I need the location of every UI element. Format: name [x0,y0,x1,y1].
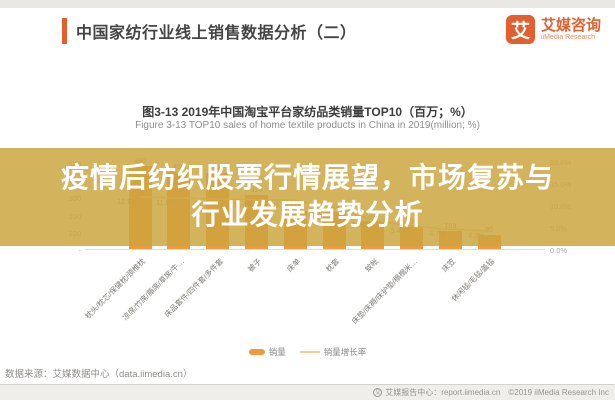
accent-bar [62,18,67,44]
data-source-note: 数据来源：艾媒数据中心（data.iimedia.cn） [5,369,193,380]
page-title: 中国家纺行业线上销售数据分析（二） [76,25,357,42]
chart-legend: 销量 销量增长率 [0,346,615,358]
legend-label-sales: 销量 [268,347,286,357]
headline-line1: 疫情后纺织股票行情展望，市场复苏与 [60,162,554,194]
report-header: 中国家纺行业线上销售数据分析（二） [62,16,357,46]
footer-bar: 艾 艾媒报告中心：report.iimedia.cn ©2019 iiMedia… [0,384,615,400]
category-label-7: 床垫/床褥/床护垫/榻榻米… [349,256,419,326]
category-label-0: 枕头/枕芯/保健枕/颈椎枕 [83,256,148,321]
iimedia-logo-icon: 艾 [505,15,535,44]
legend-item-sales: 销量 [248,346,286,358]
report-center-icon: 艾 [373,388,383,397]
category-label-4: 床单 [285,256,303,274]
figure-title-cn: 图3-13 2019年中国淘宝平台家纺品类销量TOP10（百万；%） [142,105,473,119]
brand-name-en: iiMedia Research [540,33,596,41]
category-label-9: 休闲毯/毛毯/盖毯 [449,256,497,304]
report-center-link: 艾媒报告中心：report.iimedia.cn [385,388,501,397]
headline-line2: 行业发展趋势分析 [191,199,424,230]
growth-swatch-icon [299,351,320,353]
category-label-1: 凉席/竹席/藤席/草席/牛… [120,256,186,323]
headline-overlay: 疫情后纺织股票行情展望，市场复苏与 行业发展趋势分析 [0,148,615,246]
copyright-text: ©2019 iiMedia Research Inc [508,388,609,397]
category-label-2: 床品套件/四件套/多件套 [162,256,225,320]
category-label-3: 被子 [246,256,264,274]
brand-name-cn: 艾媒咨询 [540,16,601,34]
left-axis-tick-0: - [78,246,82,255]
right-axis-tick-0: 0.0% [550,246,568,255]
iimedia-logo: 艾 艾媒咨询 iiMedia Research [505,15,601,44]
top-strip [0,0,615,8]
figure-title-en: Figure 3-13 TOP10 sales of home textile … [135,120,480,131]
legend-label-growth: 销量增长率 [323,347,367,357]
sales-swatch-icon [248,349,265,355]
category-label-8: 床笠 [440,256,458,274]
category-label-6: 蚊帐 [362,256,380,274]
legend-item-growth: 销量增长率 [299,346,367,358]
iimedia-logo-text: 艾媒咨询 iiMedia Research [541,18,601,41]
category-label-5: 枕套 [324,256,342,274]
